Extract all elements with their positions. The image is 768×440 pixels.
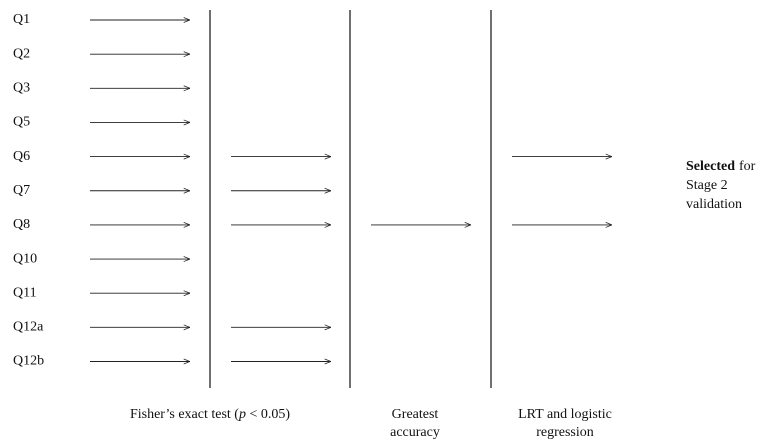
question-label: Q10 <box>13 251 37 266</box>
question-label: Q5 <box>13 115 30 130</box>
output-label: Stage 2 <box>686 178 728 193</box>
question-label: Q7 <box>13 183 30 198</box>
question-label: Q12a <box>13 320 44 335</box>
question-label: Q6 <box>13 149 30 164</box>
stage-label: regression <box>536 425 594 440</box>
stage-label: LRT and logistic <box>518 407 612 422</box>
question-label: Q3 <box>13 81 30 96</box>
question-label: Q2 <box>13 46 30 61</box>
question-label: Q8 <box>13 217 30 232</box>
question-label: Q12b <box>13 354 44 369</box>
output-label: Selected for <box>686 159 756 174</box>
stage-label: Fisher’s exact test (p < 0.05) <box>130 407 290 422</box>
output-label: validation <box>686 197 742 212</box>
question-label: Q11 <box>13 285 37 300</box>
stage-label: accuracy <box>390 425 440 440</box>
stage-label: Greatest <box>392 407 439 422</box>
question-label: Q1 <box>13 12 30 27</box>
